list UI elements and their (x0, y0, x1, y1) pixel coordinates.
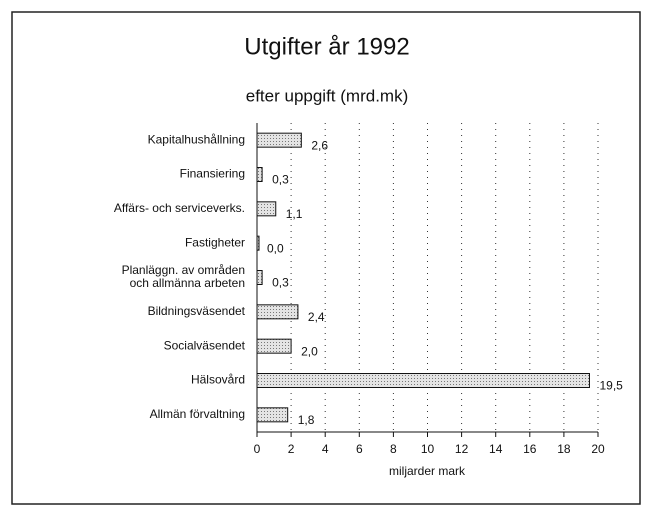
bar (256, 167, 263, 182)
data-label: 2,6 (311, 138, 328, 152)
x-axis-label: miljarder mark (389, 464, 466, 478)
x-tick-label: 12 (455, 442, 469, 456)
data-label: 1,8 (298, 413, 315, 427)
bar (256, 373, 590, 388)
x-tick-label: 20 (591, 442, 605, 456)
x-tick-label: 16 (523, 442, 537, 456)
bar (256, 270, 263, 285)
x-tick-label: 10 (421, 442, 435, 456)
x-tick-label: 4 (322, 442, 329, 456)
bar (256, 235, 260, 251)
data-label: 0,3 (272, 276, 289, 290)
y-tick-label: Affärs- och serviceverks. (114, 201, 245, 215)
x-tick-label: 14 (489, 442, 503, 456)
chart-title: Utgifter år 1992 (244, 33, 409, 60)
bar (256, 304, 299, 320)
bar (256, 338, 292, 354)
y-tick-label: Allmän förvaltning (150, 407, 245, 421)
x-tick-label: 0 (254, 442, 261, 456)
data-label: 2,0 (301, 344, 318, 358)
bar (256, 407, 289, 423)
data-label: 1,1 (286, 207, 303, 221)
y-tick-label: Fastigheter (185, 235, 245, 249)
y-tick-label: Planläggn. av områden och allmänna arbete… (122, 263, 245, 290)
y-tick-label: Socialväsendet (164, 338, 246, 352)
x-tick-label: 18 (557, 442, 571, 456)
x-tick-label: 2 (288, 442, 295, 456)
data-label: 0,3 (272, 173, 289, 187)
y-tick-label: Hälsovård (191, 373, 245, 387)
data-label: 2,4 (308, 310, 325, 324)
data-label: 19,5 (599, 379, 623, 393)
frame (11, 11, 641, 505)
x-tick-label: 8 (390, 442, 397, 456)
y-tick-label: Finansiering (180, 167, 245, 181)
bar (256, 132, 302, 148)
y-tick-label: Kapitalhushållning (148, 132, 245, 146)
x-tick-label: 6 (356, 442, 363, 456)
y-tick-label: Bildningsväsendet (148, 304, 246, 318)
chart-subtitle: efter uppgift (mrd.mk) (246, 86, 409, 105)
bar (256, 201, 277, 217)
data-label: 0,0 (267, 241, 284, 255)
